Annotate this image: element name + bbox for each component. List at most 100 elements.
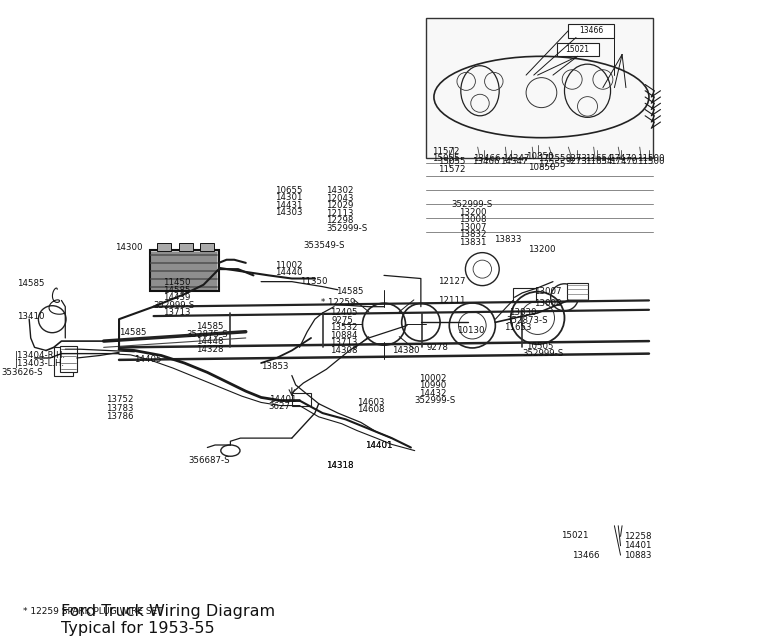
Text: 13833: 13833: [494, 235, 521, 244]
Text: 353626-S: 353626-S: [2, 368, 43, 377]
Text: 14585: 14585: [119, 328, 147, 337]
Text: 352999-S: 352999-S: [415, 396, 456, 405]
Text: |13404-R.H.: |13404-R.H.: [15, 351, 66, 360]
Text: 12258: 12258: [624, 532, 651, 541]
Text: 352999-S: 352999-S: [522, 349, 564, 358]
Text: 15055: 15055: [432, 154, 459, 163]
Text: 13466: 13466: [572, 551, 600, 560]
Text: 15055: 15055: [438, 157, 465, 166]
Text: 14405: 14405: [134, 355, 162, 364]
Text: 13853: 13853: [261, 362, 289, 370]
Text: 14608: 14608: [357, 406, 385, 415]
Text: 13466: 13466: [579, 26, 604, 35]
Text: 14318: 14318: [326, 460, 354, 469]
Text: 14300: 14300: [115, 243, 143, 252]
Text: 13410: 13410: [17, 312, 45, 321]
Text: 13532: 13532: [330, 324, 358, 333]
Text: 14603: 14603: [357, 398, 385, 407]
Text: 13466: 13466: [473, 154, 501, 163]
Text: 13008: 13008: [534, 299, 561, 308]
Text: 352999-S: 352999-S: [154, 301, 195, 310]
Text: 12405: 12405: [330, 308, 358, 317]
Text: 11653: 11653: [504, 324, 531, 333]
Text: |13403-L.H.: |13403-L.H.: [15, 359, 65, 368]
Text: 14401: 14401: [269, 395, 296, 404]
Text: 10990: 10990: [419, 381, 445, 390]
Text: 11572: 11572: [432, 147, 459, 156]
Text: 13752: 13752: [106, 395, 134, 404]
Text: 11350: 11350: [300, 276, 327, 285]
Text: 13786: 13786: [106, 412, 134, 420]
Text: 14448: 14448: [196, 337, 223, 346]
Text: 13831: 13831: [459, 238, 487, 247]
FancyBboxPatch shape: [568, 24, 614, 38]
Text: * 12259: * 12259: [321, 299, 356, 308]
Text: 12029: 12029: [326, 201, 354, 210]
Text: 14439: 14439: [163, 294, 190, 303]
Text: 14347: 14347: [502, 154, 530, 163]
Text: 10505: 10505: [526, 342, 554, 351]
Text: 12111: 12111: [438, 296, 465, 305]
Text: * 12259 SPARK PLUG WIRE SET: * 12259 SPARK PLUG WIRE SET: [23, 607, 163, 616]
Text: 17255: 17255: [538, 154, 565, 163]
Text: 17470: 17470: [609, 154, 637, 163]
Text: 14401: 14401: [365, 441, 392, 450]
FancyBboxPatch shape: [292, 393, 311, 406]
Text: 17470: 17470: [610, 157, 637, 166]
Text: 3627: 3627: [269, 403, 291, 412]
Text: 11500: 11500: [637, 157, 665, 166]
Text: 14431: 14431: [275, 201, 303, 210]
Text: 10850: 10850: [526, 152, 554, 161]
Text: 10130: 10130: [457, 326, 485, 335]
Text: 11500: 11500: [637, 154, 665, 163]
Text: 13830: 13830: [509, 308, 537, 317]
FancyBboxPatch shape: [157, 243, 171, 251]
Text: 10884: 10884: [330, 331, 358, 340]
FancyBboxPatch shape: [60, 346, 77, 372]
Text: 13007: 13007: [534, 287, 561, 296]
Text: 14303: 14303: [275, 208, 303, 217]
Text: 17255: 17255: [538, 160, 565, 169]
Text: 13007: 13007: [459, 222, 487, 231]
Text: 14318: 14318: [326, 460, 354, 469]
Text: 14301: 14301: [275, 194, 303, 203]
FancyBboxPatch shape: [557, 42, 599, 56]
FancyBboxPatch shape: [513, 288, 536, 302]
Text: 11572: 11572: [438, 165, 465, 174]
Text: 352999-S: 352999-S: [452, 200, 493, 209]
FancyBboxPatch shape: [151, 252, 217, 290]
Text: 10883: 10883: [624, 551, 651, 560]
Text: 15021: 15021: [561, 531, 588, 540]
Text: 13713: 13713: [163, 308, 190, 317]
Text: 352999-S: 352999-S: [326, 224, 368, 233]
Text: 14585: 14585: [336, 287, 363, 296]
Text: 13466: 13466: [472, 157, 500, 166]
Text: 11654: 11654: [585, 157, 613, 166]
Text: Ford Truck Wiring Diagram
Typical for 1953-55: Ford Truck Wiring Diagram Typical for 19…: [61, 604, 276, 637]
Text: 9273: 9273: [565, 154, 587, 163]
Text: 12113: 12113: [326, 209, 354, 218]
FancyBboxPatch shape: [426, 17, 653, 158]
Text: 13008: 13008: [459, 215, 487, 224]
Text: 13832: 13832: [459, 230, 487, 239]
Text: 9273: 9273: [565, 157, 587, 166]
Text: 11654: 11654: [585, 154, 613, 163]
Text: 9278: 9278: [426, 343, 448, 352]
Text: 9275: 9275: [332, 316, 353, 325]
Text: 14401: 14401: [624, 541, 651, 550]
FancyBboxPatch shape: [54, 347, 73, 376]
FancyBboxPatch shape: [150, 251, 219, 291]
Text: 13783: 13783: [106, 404, 134, 413]
Text: 14302: 14302: [326, 187, 354, 196]
Text: 10002: 10002: [419, 374, 446, 383]
FancyBboxPatch shape: [179, 243, 193, 251]
Text: 14308: 14308: [330, 346, 358, 355]
Text: 13200: 13200: [528, 245, 556, 254]
Text: 14328: 14328: [196, 345, 223, 354]
Text: 12127: 12127: [438, 277, 465, 286]
Text: 10655: 10655: [275, 186, 303, 195]
Text: 11002: 11002: [275, 261, 303, 270]
Text: 14585: 14585: [196, 322, 223, 331]
Text: 14440: 14440: [275, 269, 303, 278]
Text: 13200: 13200: [459, 208, 487, 217]
